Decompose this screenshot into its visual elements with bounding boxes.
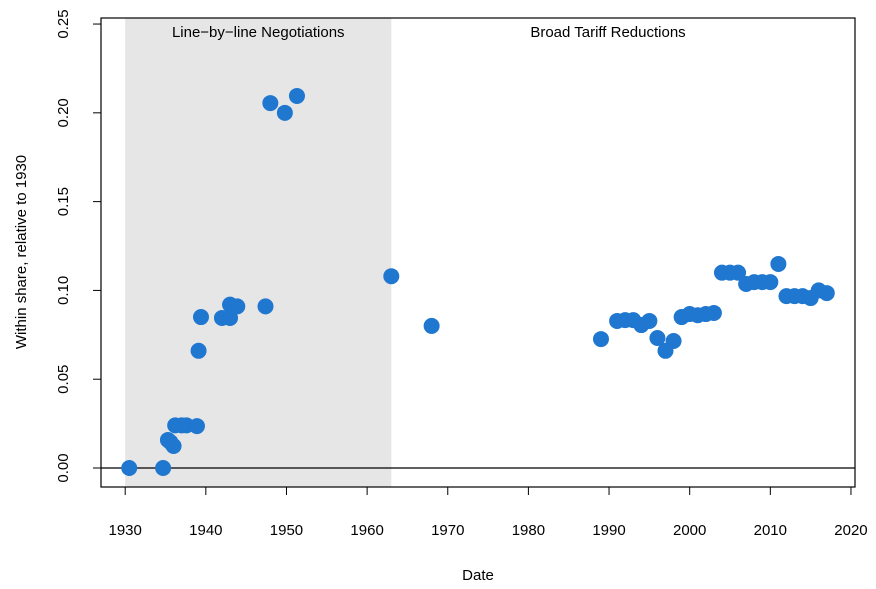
data-point [288, 87, 305, 104]
data-point [155, 459, 172, 476]
y-tick-label: 0.10 [55, 276, 72, 305]
data-point [262, 95, 279, 112]
data-point [222, 309, 239, 326]
x-tick-label: 1980 [512, 522, 545, 539]
plot-frame [100, 17, 856, 488]
data-point [165, 437, 182, 454]
x-tick-label: 1990 [592, 522, 625, 539]
annotation: Broad Tariff Reductions [530, 24, 685, 41]
x-tick-label: 1930 [109, 522, 142, 539]
data-point [770, 255, 787, 272]
y-tick-label: 0.00 [55, 453, 72, 482]
annotation: Line−by−line Negotiations [172, 24, 345, 41]
data-point [665, 333, 682, 350]
data-point [383, 268, 400, 285]
y-tick-label: 0.15 [55, 187, 72, 216]
y-tick-label: 0.05 [55, 365, 72, 394]
x-tick-label: 2020 [834, 522, 867, 539]
data-point [190, 342, 207, 359]
x-tick-label: 1950 [270, 522, 303, 539]
x-tick-label: 2010 [754, 522, 787, 539]
x-tick-label: 1940 [189, 522, 222, 539]
x-tick-label: 1960 [350, 522, 383, 539]
data-point [423, 317, 440, 334]
x-axis-title: Date [462, 567, 494, 584]
shaded-region [125, 18, 392, 487]
x-tick-label: 1970 [431, 522, 464, 539]
data-point [730, 264, 747, 281]
data-point [257, 298, 274, 315]
data-point [229, 298, 246, 315]
x-tick-label: 2000 [673, 522, 706, 539]
data-point [705, 304, 722, 321]
data-point [192, 309, 209, 326]
data-point [276, 104, 293, 121]
data-point [762, 274, 779, 291]
y-tick-label: 0.25 [55, 9, 72, 38]
y-tick-label: 0.20 [55, 98, 72, 127]
data-point [818, 285, 835, 302]
y-axis-title: Within share, relative to 1930 [13, 155, 30, 349]
data-point [649, 330, 666, 347]
data-point [641, 312, 658, 329]
data-point [121, 459, 138, 476]
data-point [188, 418, 205, 435]
data-point [592, 331, 609, 348]
